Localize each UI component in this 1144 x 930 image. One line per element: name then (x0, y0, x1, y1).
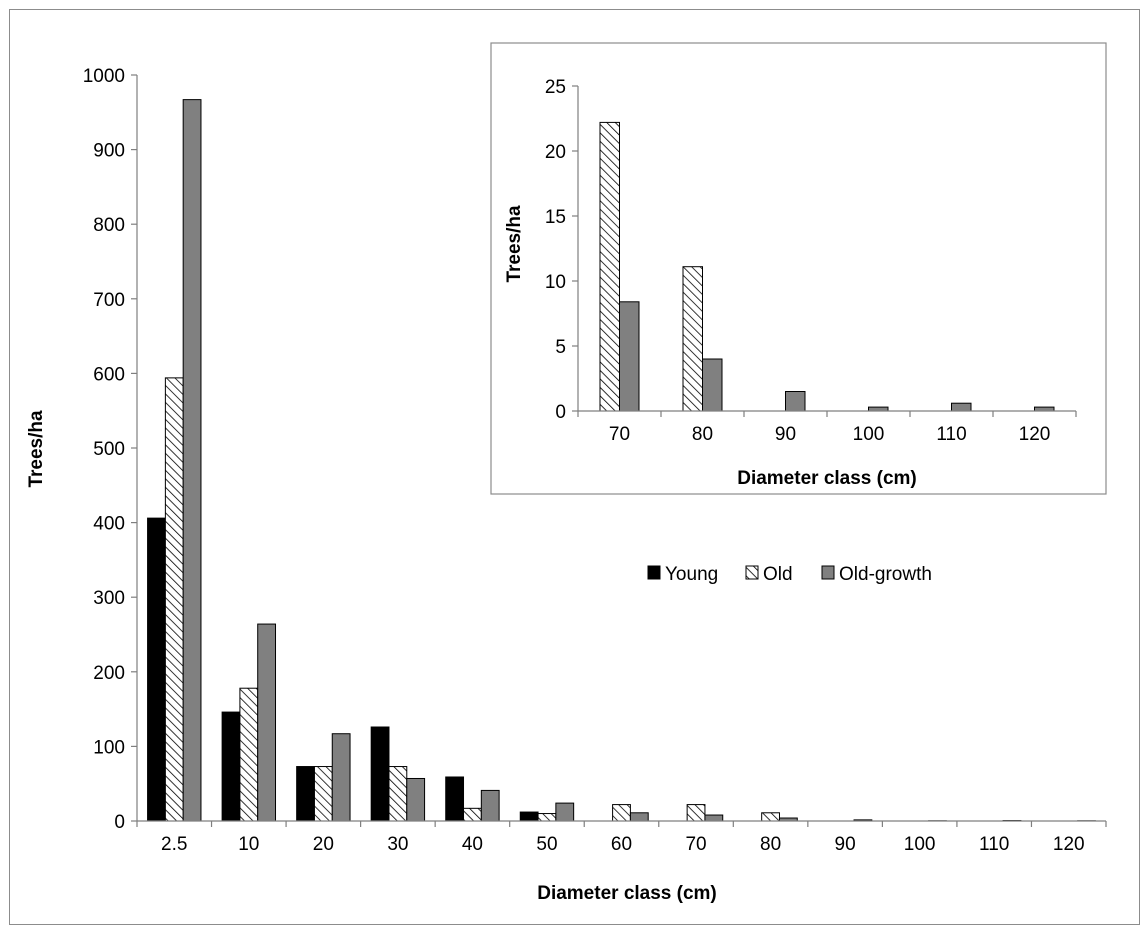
main-y-tick-label-500: 500 (93, 439, 125, 460)
main-y-tick-label-0: 0 (114, 812, 125, 833)
main-bar-old-growth-30 (406, 777, 426, 822)
inset-frame (490, 42, 1107, 495)
inset-x-tick-label-120: 120 (1019, 424, 1051, 445)
chart-frame (9, 9, 1140, 925)
main-bar-old-growth-40 (480, 789, 500, 822)
main-y-tick-label-400: 400 (93, 514, 125, 535)
inset-y-tick-label-20: 20 (545, 142, 566, 163)
inset-bar-old-70 (599, 121, 620, 412)
main-bar-old-80 (761, 812, 780, 822)
main-bar-young-50 (519, 811, 539, 822)
main-bar-old-70 (686, 804, 706, 822)
main-x-tick-label-2-5: 2.5 (161, 834, 187, 855)
main-bar-old-30 (388, 766, 408, 822)
inset-bar-old-80 (682, 266, 703, 412)
inset-x-axis-title: Diameter class (cm) (737, 468, 917, 489)
main-x-tick-label-60: 60 (611, 834, 632, 855)
main-bar-old-10 (239, 687, 259, 822)
main-x-tick-label-30: 30 (387, 834, 408, 855)
main-x-tick-label-10: 10 (238, 834, 259, 855)
inset-x-tick-label-100: 100 (853, 424, 885, 445)
legend-swatch-old-growth (821, 565, 835, 580)
main-y-tick-label-800: 800 (93, 215, 125, 236)
main-y-tick-label-600: 600 (93, 364, 125, 385)
legend-label-young: Young (665, 564, 718, 585)
main-x-tick-label-50: 50 (536, 834, 557, 855)
main-bar-young-10 (221, 711, 241, 822)
inset-bar-old-growth-70 (619, 301, 640, 412)
main-y-tick-label-100: 100 (93, 737, 125, 758)
legend-swatch-old (745, 565, 759, 580)
main-bar-old-growth-10 (257, 623, 277, 822)
main-x-axis-title: Diameter class (cm) (537, 883, 717, 904)
main-y-tick-label-300: 300 (93, 588, 125, 609)
inset-y-axis-title: Trees/ha (504, 205, 525, 283)
main-y-tick-label-900: 900 (93, 141, 125, 162)
main-x-tick-label-120: 120 (1053, 834, 1085, 855)
main-bar-young-20 (296, 766, 315, 822)
main-bar-old-growth-2-5 (182, 99, 202, 822)
main-bar-old-growth-20 (331, 733, 351, 822)
main-bar-young-40 (445, 776, 465, 822)
main-y-tick-label-700: 700 (93, 290, 125, 311)
main-bar-old-growth-50 (555, 802, 575, 822)
main-bar-old-20 (313, 766, 333, 822)
main-x-tick-label-100: 100 (904, 834, 936, 855)
main-bar-old-60 (612, 804, 631, 822)
inset-y-tick-label-25: 25 (545, 77, 566, 98)
inset-y-tick-label-5: 5 (555, 337, 566, 358)
inset-chart: Trees/ha Diameter class (cm) 0 5 10 15 20 25 7… (490, 42, 1107, 495)
main-bar-old-50 (537, 813, 557, 822)
main-x-tick-label-40: 40 (462, 834, 483, 855)
main-x-tick-label-70: 70 (685, 834, 706, 855)
main-bar-old-2-5 (164, 377, 184, 822)
inset-bar-old-growth-80 (702, 358, 723, 412)
inset-x-tick-label-110: 110 (936, 424, 966, 445)
inset-y-tick-label-10: 10 (545, 272, 566, 293)
main-y-axis-title: Trees/ha (26, 410, 47, 488)
legend-label-old: Old (763, 564, 793, 585)
inset-x-tick-label-80: 80 (692, 424, 713, 445)
inset-bar-old-growth-110 (951, 402, 972, 412)
inset-y-tick-label-0: 0 (555, 402, 566, 423)
main-bar-old-40 (463, 807, 482, 822)
main-bar-young-30 (370, 726, 390, 822)
main-x-tick-label-20: 20 (313, 834, 334, 855)
legend: Young Old Old-growth (647, 564, 932, 585)
inset-bar-old-growth-90 (785, 391, 806, 412)
main-y-tick-label-200: 200 (93, 663, 125, 684)
main-x-tick-label-80: 80 (760, 834, 781, 855)
main-bar-young-2-5 (147, 517, 166, 822)
main-bar-old-growth-60 (629, 812, 649, 822)
main-y-tick-label-1000: 1000 (83, 66, 125, 87)
legend-label-old-growth: Old-growth (839, 564, 932, 585)
legend-swatch-young (647, 565, 661, 580)
inset-x-tick-label-70: 70 (609, 424, 630, 445)
main-bar-old-growth-70 (704, 814, 724, 822)
inset-x-tick-label-90: 90 (775, 424, 796, 445)
main-x-tick-label-110: 110 (979, 834, 1009, 855)
main-chart: Trees/ha Diameter class (cm) 01002003004… (26, 66, 1107, 904)
main-x-tick-label-90: 90 (835, 834, 856, 855)
inset-y-tick-label-15: 15 (545, 207, 566, 228)
